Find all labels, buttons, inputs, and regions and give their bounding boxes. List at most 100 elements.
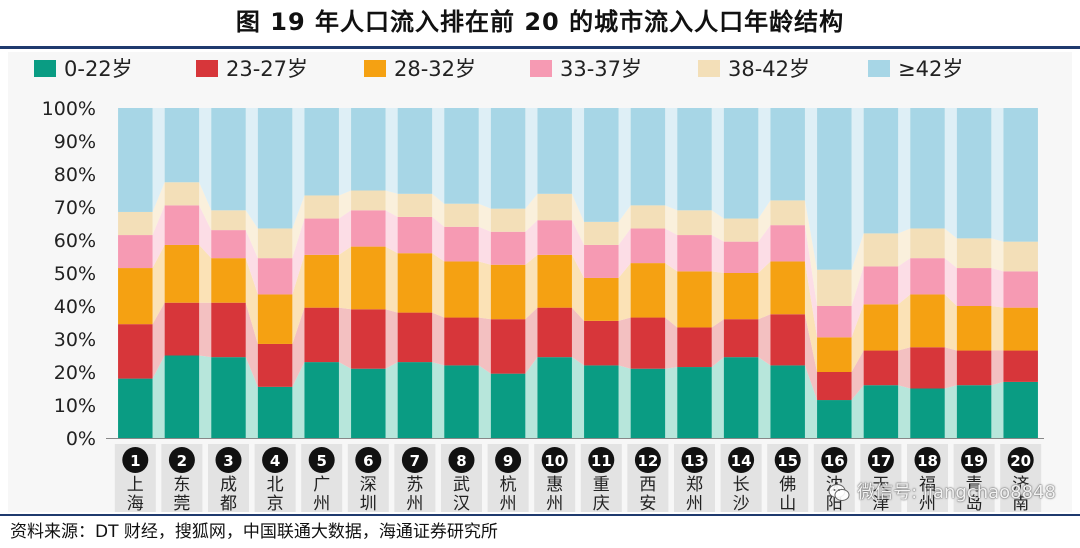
bar-segment bbox=[584, 244, 619, 278]
category-label: 2 东莞 bbox=[161, 444, 203, 512]
bar-segment bbox=[164, 108, 200, 183]
rank-number: 6 bbox=[363, 452, 373, 470]
bar-segment bbox=[1003, 241, 1038, 272]
city-name-char: 惠 bbox=[546, 475, 563, 495]
connector-band bbox=[338, 362, 352, 438]
rank-badge bbox=[914, 447, 941, 473]
city-name-char: 长 bbox=[733, 475, 750, 495]
city-name-char: 南 bbox=[1012, 494, 1029, 512]
bar-segment bbox=[630, 317, 666, 369]
city-name-char: 郑 bbox=[686, 475, 703, 495]
bar-segment bbox=[584, 277, 619, 321]
bar-segment bbox=[397, 312, 433, 363]
legend-item: 38-42岁 bbox=[698, 57, 810, 81]
category-label: 10 惠州 bbox=[534, 444, 576, 512]
legend-swatch bbox=[196, 60, 218, 77]
bar-segment bbox=[863, 108, 899, 234]
connector-band bbox=[944, 385, 957, 438]
connector-band bbox=[385, 210, 398, 254]
bar-segment bbox=[677, 271, 712, 328]
city-name-char: 津 bbox=[872, 494, 889, 512]
category-label: 17 天津 bbox=[860, 444, 902, 512]
title-divider bbox=[0, 46, 1080, 49]
connector-band bbox=[292, 362, 305, 438]
rank-badge bbox=[867, 447, 894, 473]
connector-band bbox=[292, 195, 305, 259]
connector-band bbox=[245, 302, 258, 387]
bar-segment bbox=[723, 218, 759, 242]
connector-band bbox=[525, 108, 538, 209]
bar-segment bbox=[584, 320, 619, 366]
bar-segment bbox=[677, 210, 712, 236]
bar-segment bbox=[351, 309, 386, 369]
stacked-bar-chart: 0-22岁 23-27岁 28-32岁 33-37岁 38-42岁 ≥42岁0%10%20… bbox=[34, 57, 1044, 512]
bar-segment bbox=[211, 108, 246, 211]
category-label: 1 上海 bbox=[114, 444, 156, 512]
connector-band bbox=[804, 365, 818, 438]
city-name-char: 莞 bbox=[173, 494, 190, 512]
bar-segment bbox=[304, 362, 339, 438]
connector-band bbox=[432, 108, 445, 204]
bar-segment bbox=[910, 258, 945, 295]
bar-segment bbox=[444, 317, 479, 366]
connector-band bbox=[525, 254, 538, 320]
bar-segment bbox=[910, 108, 945, 229]
source-note: 资料来源：DT 财经，搜狐网，中国联通大数据，海通证券研究所 bbox=[10, 522, 498, 542]
city-name-char: 西 bbox=[639, 475, 656, 495]
connector-band bbox=[478, 317, 491, 374]
connector-band bbox=[478, 203, 491, 232]
category-label: 11 重庆 bbox=[580, 444, 622, 512]
connector-band bbox=[851, 350, 864, 401]
rank-number: 15 bbox=[777, 452, 798, 470]
bar-segment bbox=[164, 355, 200, 438]
bar-segment bbox=[118, 235, 153, 269]
rank-number: 13 bbox=[684, 452, 705, 470]
connector-band bbox=[618, 108, 631, 222]
bar-segment bbox=[537, 193, 572, 221]
legend-swatch bbox=[34, 60, 56, 77]
connector-band bbox=[338, 190, 352, 219]
rank-badge bbox=[541, 447, 568, 473]
bar-segment bbox=[630, 205, 666, 229]
bar-segment bbox=[956, 306, 992, 351]
bar-segment bbox=[397, 362, 433, 438]
legend-label: 0-22岁 bbox=[64, 57, 133, 81]
connector-band bbox=[711, 210, 724, 242]
bar-segment bbox=[770, 261, 805, 315]
category-label: 6 深圳 bbox=[347, 444, 389, 512]
connector-band bbox=[711, 235, 724, 273]
connector-band bbox=[944, 108, 957, 239]
bar-segment bbox=[817, 337, 852, 372]
city-name-char: 圳 bbox=[360, 494, 377, 512]
legend-label: 33-37岁 bbox=[560, 57, 642, 81]
legend-label: 23-27岁 bbox=[226, 57, 308, 81]
connector-band bbox=[525, 193, 538, 232]
connector-band bbox=[478, 226, 491, 265]
category-label: 16沈阳 bbox=[813, 444, 855, 512]
legend-swatch bbox=[868, 60, 890, 77]
bar-segment bbox=[863, 266, 899, 305]
bar-segment bbox=[537, 108, 572, 194]
bar-segment bbox=[490, 231, 526, 265]
category-label: 15 佛山 bbox=[767, 444, 809, 512]
connector-band bbox=[385, 362, 398, 438]
rank-badge bbox=[122, 447, 149, 473]
connector-band bbox=[665, 263, 678, 328]
connector-band bbox=[711, 357, 724, 438]
connector-band bbox=[758, 225, 771, 273]
y-tick-label: 20% bbox=[54, 362, 96, 384]
rank-badge bbox=[495, 447, 522, 473]
connector-band bbox=[758, 314, 771, 366]
connector-band bbox=[851, 233, 864, 306]
connector-band bbox=[665, 367, 678, 438]
category-label: 19 青岛 bbox=[953, 444, 995, 512]
bar-segment bbox=[630, 228, 666, 264]
bar-segment bbox=[584, 108, 619, 222]
bar-segment bbox=[1003, 307, 1038, 351]
category-label: 14 长沙 bbox=[720, 444, 762, 512]
connector-band bbox=[245, 210, 258, 259]
connector-band bbox=[338, 108, 352, 196]
connector-band bbox=[944, 228, 957, 269]
bar-segment bbox=[490, 373, 526, 438]
bar-segment bbox=[211, 302, 246, 358]
